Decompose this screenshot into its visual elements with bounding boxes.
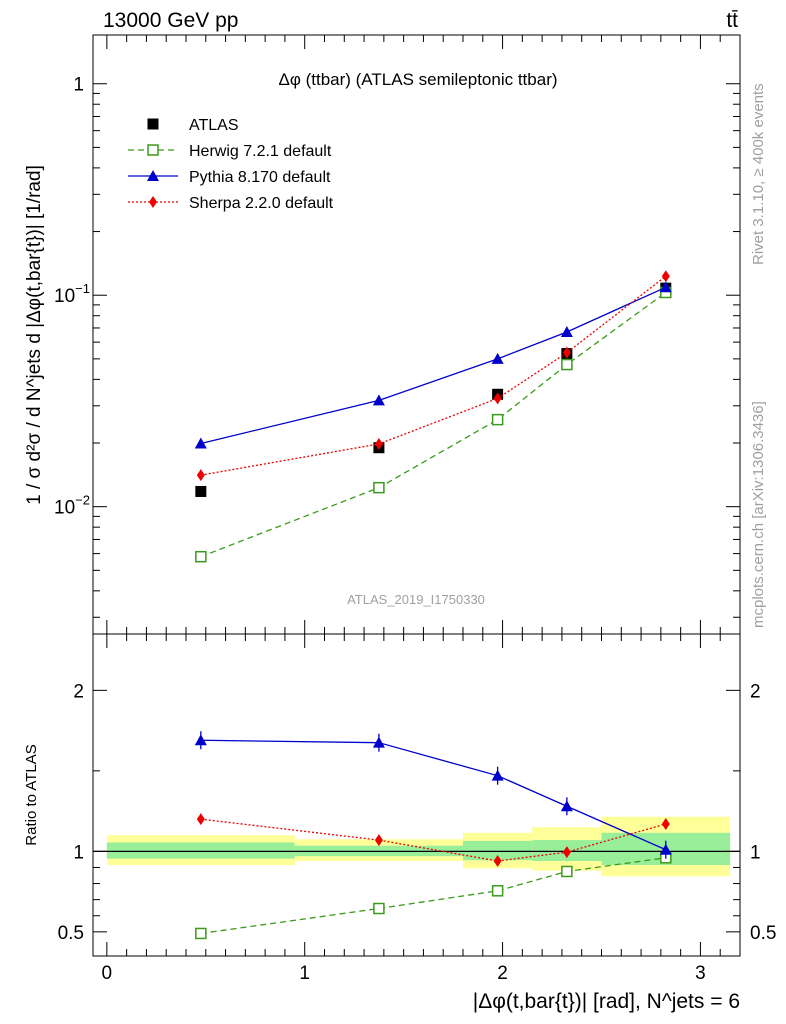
data-point-2-3 bbox=[560, 325, 573, 337]
ratio-point-2-2 bbox=[493, 855, 502, 868]
ratio-point-0-1 bbox=[373, 902, 385, 915]
data-point-1-0 bbox=[195, 550, 207, 563]
ratio-y-axis-label: Ratio to ATLAS bbox=[23, 744, 40, 845]
ratio-y-tick-label-right: 0.5 bbox=[750, 923, 776, 944]
y-tick-label: 10−2 bbox=[54, 493, 90, 519]
ratio-point-1-4 bbox=[659, 843, 672, 855]
legend-label: ATLAS bbox=[189, 117, 239, 134]
data-point-3-2 bbox=[493, 392, 502, 405]
data-point-3-0 bbox=[196, 469, 205, 482]
x-tick-label: 2 bbox=[497, 963, 508, 984]
x-tick-label: 0 bbox=[102, 963, 113, 984]
data-point-1-3 bbox=[561, 358, 573, 371]
legend-label: Sherpa 2.2.0 default bbox=[189, 195, 334, 212]
rivet-label: Rivet 3.1.10, ≥ 400k events bbox=[750, 83, 767, 265]
data-point-2-1 bbox=[372, 394, 385, 406]
legend-label: Herwig 7.2.1 default bbox=[189, 143, 332, 160]
legend-label: Pythia 8.170 default bbox=[189, 169, 331, 186]
y-tick-label: 10−1 bbox=[54, 281, 90, 307]
ratio-point-1-2 bbox=[491, 769, 504, 781]
y-tick-label: 1 bbox=[73, 75, 84, 96]
mcplots-label: mcplots.cern.ch [arXiv:1306.3436] bbox=[750, 401, 767, 628]
uncertainty-band-inner-2 bbox=[462, 840, 533, 861]
x-axis-label: |Δφ(t,bar{t})| [rad], N^jets = 6 bbox=[473, 990, 740, 1013]
data-point-2-4 bbox=[659, 281, 672, 293]
ratio-point-0-3 bbox=[561, 865, 573, 878]
ratio-point-2-0 bbox=[196, 813, 205, 826]
header-right: tt̄ bbox=[726, 9, 738, 32]
ratio-point-1-1 bbox=[372, 736, 385, 748]
legend: ATLAS Herwig 7.2.1 default Pythia 8.170 de… bbox=[128, 117, 334, 212]
ratio-point-1-3 bbox=[560, 800, 573, 812]
header-left: 13000 GeV pp bbox=[103, 9, 238, 32]
data-point-2-2 bbox=[491, 352, 504, 364]
data-point-3-1 bbox=[374, 437, 383, 450]
main-panel: Δφ (ttbar) (ATLAS semileptonic ttbar) AT… bbox=[24, 34, 741, 635]
ratio-point-2-4 bbox=[661, 817, 670, 830]
data-point-3-3 bbox=[562, 346, 571, 359]
ratio-y-tick-label: 2 bbox=[73, 681, 84, 702]
x-tick-label: 1 bbox=[299, 963, 310, 984]
ratio-frame bbox=[92, 633, 741, 957]
data-point-1-1 bbox=[373, 481, 385, 494]
ratio-y-tick-label: 0.5 bbox=[58, 923, 84, 944]
data-point-3-4 bbox=[661, 270, 670, 283]
legend-marker bbox=[147, 170, 159, 181]
series-line-2 bbox=[200, 286, 667, 445]
ratio-panel: 0 1 2 3 0.5 0.5 1 1 2 2 Ratio to ATLAS |Δφ(t,bar{… bbox=[23, 633, 776, 1013]
ratio-point-2-1 bbox=[374, 834, 383, 847]
x-tick-label: 3 bbox=[695, 963, 706, 984]
data-point-0-0 bbox=[195, 485, 207, 497]
series-line-3 bbox=[200, 275, 667, 476]
ratio-point-2-3 bbox=[562, 846, 571, 859]
ratio-point-0-2 bbox=[491, 885, 504, 897]
legend-marker bbox=[147, 118, 159, 130]
legend-marker bbox=[147, 144, 159, 156]
ratio-point-1-0 bbox=[194, 734, 207, 746]
uncertainty-band-inner-0 bbox=[106, 842, 295, 859]
data-point-1-2 bbox=[491, 413, 504, 426]
ratio-y-tick-label-right: 2 bbox=[750, 681, 761, 702]
ratio-y-tick-label-right: 1 bbox=[750, 842, 761, 863]
chart-title: Δφ (ttbar) (ATLAS semileptonic ttbar) bbox=[278, 70, 557, 89]
main-y-axis-label: 1 / σ d²σ / d N^jets d |Δφ(t,bar{t})| [1… bbox=[24, 165, 45, 505]
ratio-line-0 bbox=[200, 857, 666, 935]
ratio-point-0-0 bbox=[195, 927, 207, 940]
series-line-1 bbox=[200, 291, 667, 558]
legend-marker bbox=[149, 196, 157, 208]
analysis-watermark: ATLAS_2019_I1750330 bbox=[347, 592, 485, 607]
ratio-y-tick-label: 1 bbox=[73, 842, 84, 863]
data-point-2-0 bbox=[194, 437, 207, 449]
